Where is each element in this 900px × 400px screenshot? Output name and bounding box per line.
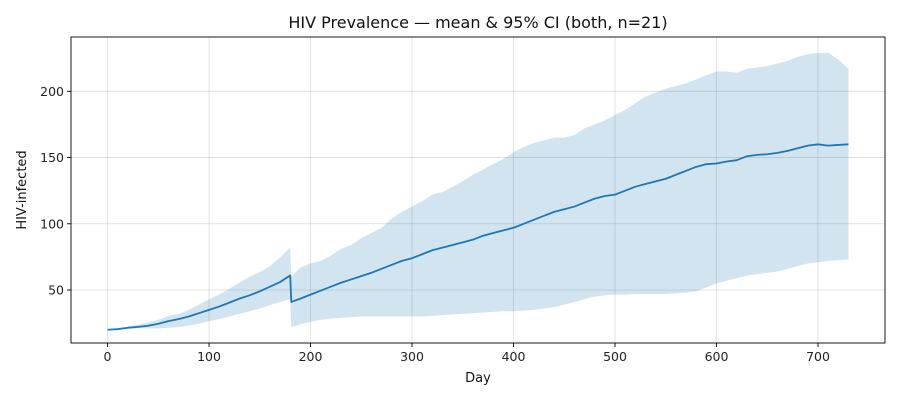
x-tick-label: 400 [502, 349, 526, 364]
x-axis-title: Day [465, 371, 491, 386]
y-tick-label: 150 [40, 150, 64, 165]
x-tick-label: 600 [705, 349, 729, 364]
plot-frame [70, 36, 886, 344]
ci-band-layer [107, 52, 849, 330]
axes-layer: 0 100 200 300 400 500 600 700 50 100 150 200 [40, 36, 886, 364]
x-tick-label: 500 [603, 349, 627, 364]
mean-line [107, 143, 849, 331]
chart-title: HIV Prevalence — mean & 95% CI (both, n=… [288, 13, 667, 32]
y-tick-label: 50 [48, 283, 64, 298]
y-tick-label: 100 [40, 216, 64, 231]
x-tick-label: 100 [197, 349, 221, 364]
grid-layer [71, 37, 885, 343]
x-tick-label: 200 [299, 349, 323, 364]
ci-band [107, 52, 849, 330]
mean-line-layer [107, 143, 849, 331]
x-tick-label: 700 [806, 349, 830, 364]
y-tick-label: 200 [40, 84, 64, 99]
x-tick-label: 0 [104, 349, 112, 364]
x-tick-label: 300 [400, 349, 424, 364]
y-axis-title: HIV-infected [15, 150, 30, 229]
